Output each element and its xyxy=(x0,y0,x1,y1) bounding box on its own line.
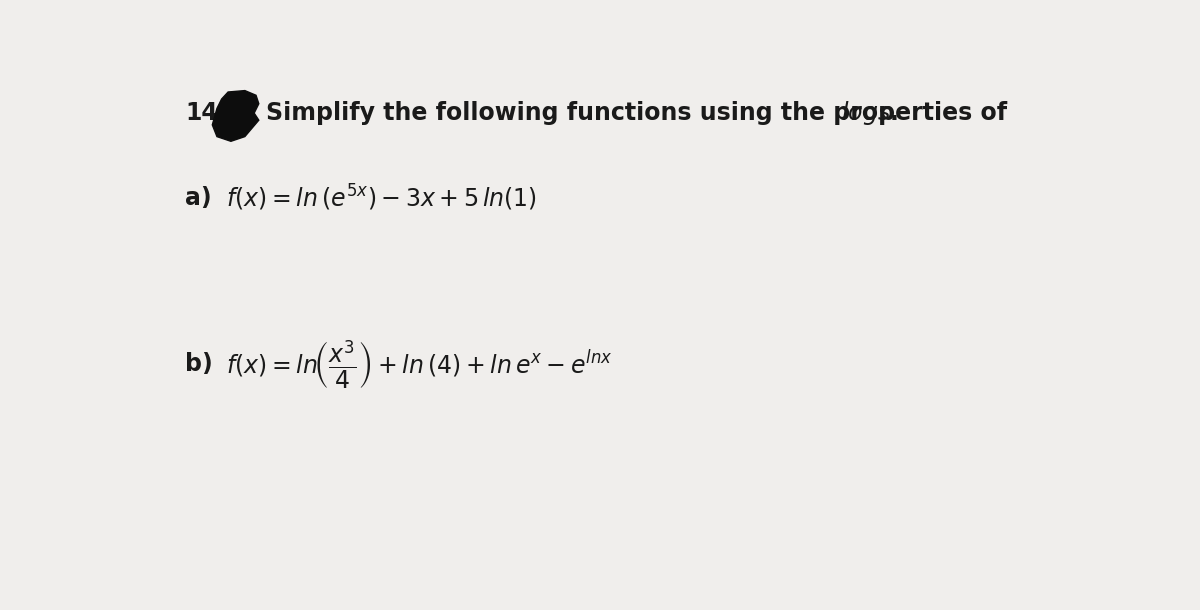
Text: b): b) xyxy=(185,353,214,376)
Text: $f(x) = \mathit{ln}\!\left(\dfrac{x^3}{4}\right) + \mathit{ln}\,(4) + \mathit{ln: $f(x) = \mathit{ln}\!\left(\dfrac{x^3}{4… xyxy=(227,338,613,390)
Text: Simplify the following functions using the properties of: Simplify the following functions using t… xyxy=(266,101,1015,125)
Polygon shape xyxy=(212,90,259,142)
Text: $f(x) = \mathit{ln}\,(e^{5x}) - 3x + 5\,\mathit{ln}(1)$: $f(x) = \mathit{ln}\,(e^{5x}) - 3x + 5\,… xyxy=(227,182,538,213)
Text: 14.: 14. xyxy=(185,101,227,125)
Text: $\mathit{logs}$.: $\mathit{logs}$. xyxy=(841,99,898,127)
Text: a): a) xyxy=(185,185,212,210)
